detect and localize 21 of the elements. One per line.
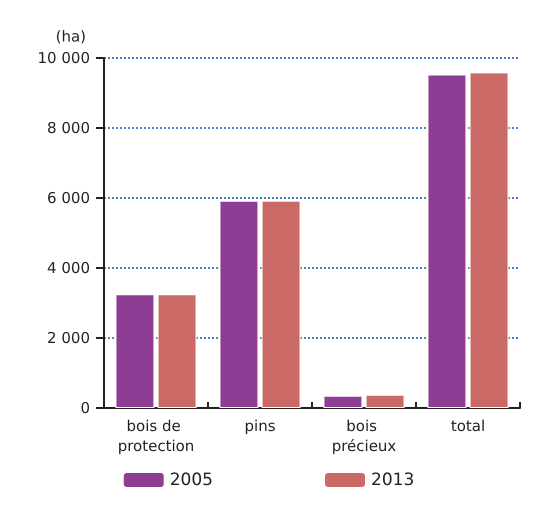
x-tick-label: pins	[244, 417, 276, 435]
bar	[262, 200, 301, 408]
legend-label: 2013	[371, 470, 414, 490]
y-tick-label: 0	[80, 399, 90, 417]
bar	[219, 200, 258, 408]
y-tick-label: 6 000	[47, 189, 90, 207]
bar	[366, 394, 405, 408]
x-tick-label: total	[450, 417, 486, 435]
x-tick-label: bois de protection	[118, 417, 194, 455]
y-tick-label: 10 000	[38, 49, 90, 67]
y-tick-label: 4 000	[47, 259, 90, 277]
y-tick-label: 8 000	[47, 119, 90, 137]
bar	[158, 294, 197, 408]
x-tick-label: bois précieux	[332, 417, 396, 455]
legend-label: 2005	[170, 470, 213, 490]
bar	[427, 74, 466, 408]
bar	[470, 72, 509, 408]
y-axis-title: (ha)	[56, 28, 86, 46]
bar	[323, 396, 362, 408]
bar	[115, 294, 154, 408]
y-tick-label: 2 000	[47, 329, 90, 347]
